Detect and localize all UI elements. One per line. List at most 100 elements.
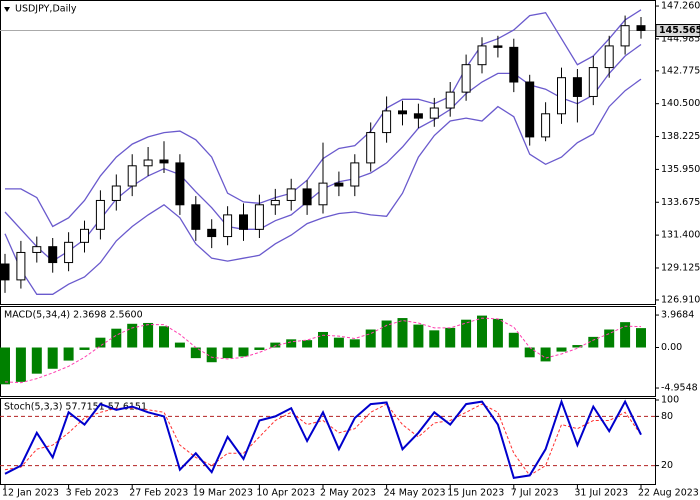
- x-tick-label: 10 Apr 2023: [256, 488, 315, 499]
- y-tick-label: 0.00: [661, 342, 682, 353]
- x-tick-label: 19 Mar 2023: [193, 488, 253, 499]
- x-tick-label: 15 Jun 2023: [447, 488, 504, 499]
- y-tick-label: 135.950: [661, 164, 700, 175]
- macd-bar: [572, 345, 583, 348]
- macd-bar: [556, 347, 567, 352]
- y-tick-label: 100: [661, 395, 679, 406]
- macd-bar: [174, 342, 185, 348]
- stoch-title: Stoch(5,3,3) 57.7151 57.6151: [4, 402, 147, 413]
- x-tick-label: 31 Jul 2023: [574, 488, 628, 499]
- candle-body: [0, 263, 10, 281]
- y-tick-label: 140.500: [661, 98, 700, 109]
- macd-bar: [620, 322, 631, 348]
- macd-title: MACD(5,34,4) 2.3698 2.5600: [4, 310, 143, 321]
- candle-body: [429, 107, 439, 119]
- macd-bar: [333, 337, 344, 348]
- candle-body: [48, 246, 58, 264]
- line: [4, 317, 642, 384]
- candle-body: [143, 159, 153, 167]
- macd-bar: [0, 347, 10, 385]
- chart-title: USDJPY,Daily: [15, 4, 77, 15]
- macd-bar: [270, 342, 281, 348]
- macd-bar: [302, 340, 313, 348]
- macd-bar: [365, 329, 376, 348]
- y-tick-label: 131.400: [661, 230, 700, 241]
- candle-body: [525, 81, 535, 138]
- candle-body: [270, 199, 280, 206]
- line: [4, 78, 642, 295]
- candle-body: [588, 67, 598, 97]
- x-tick-label: 12 Jan 2023: [2, 488, 59, 499]
- macd-bar: [318, 331, 328, 348]
- candle-body: [334, 182, 344, 187]
- candle-body: [350, 162, 360, 187]
- macd-bar: [254, 347, 265, 350]
- candle-body: [111, 185, 121, 201]
- candle-body: [80, 228, 89, 243]
- macd-bar: [477, 315, 487, 348]
- y-tick-label: 147.260: [661, 1, 700, 12]
- macd-bar: [111, 328, 122, 348]
- y-tick-label: 138.225: [661, 131, 700, 142]
- last-price-box: [655, 24, 700, 38]
- macd-bar: [429, 330, 440, 348]
- line: [4, 403, 642, 477]
- macd-bar: [286, 339, 297, 348]
- menu-arrow: [4, 7, 10, 12]
- candle-body: [636, 25, 646, 31]
- candle-body: [207, 228, 217, 238]
- candle-body: [302, 188, 312, 206]
- candle-body: [445, 91, 455, 109]
- candle-body: [541, 113, 551, 138]
- macd-bar: [540, 347, 551, 362]
- y-tick-label: 20: [661, 460, 673, 471]
- macd-bar: [413, 324, 424, 348]
- candle-body: [366, 132, 376, 164]
- x-tick-label: 27 Feb 2023: [129, 488, 188, 499]
- candle-body: [413, 113, 423, 119]
- macd-bar: [508, 332, 519, 348]
- macd-bar: [159, 326, 169, 348]
- macd-bar: [588, 336, 599, 348]
- x-tick-label: 24 May 2023: [384, 488, 446, 499]
- stoch-panel: [0, 398, 656, 485]
- macd-bar: [79, 347, 90, 350]
- candle-body: [127, 165, 137, 187]
- macd-bar: [190, 347, 201, 359]
- candle-body: [223, 214, 233, 238]
- candle-body: [95, 199, 105, 230]
- candle-body: [620, 25, 630, 47]
- macd-bar: [349, 339, 360, 348]
- candle-body: [398, 110, 407, 115]
- candle-body: [64, 241, 74, 264]
- x-tick-label: 22 Aug 2023: [638, 488, 699, 499]
- y-tick-label: 80: [661, 411, 673, 422]
- y-tick-label: 133.675: [661, 197, 700, 208]
- y-tick-label: 142.775: [661, 65, 700, 76]
- y-tick-label: 126.910: [661, 294, 700, 305]
- candle-body: [477, 45, 487, 66]
- macd-bar: [397, 318, 408, 348]
- x-tick-label: 2 May 2023: [320, 488, 376, 499]
- candle-body: [32, 246, 42, 253]
- candle-body: [239, 214, 248, 230]
- candle-body: [159, 159, 169, 164]
- candle-body: [254, 204, 264, 230]
- macd-bar: [492, 318, 503, 348]
- candle-body: [191, 204, 201, 230]
- x-tick-label: 3 Feb 2023: [66, 488, 119, 499]
- macd-bar: [461, 319, 472, 348]
- candle-body: [509, 46, 519, 83]
- macd-bar: [143, 322, 154, 348]
- macd-bar: [63, 347, 74, 361]
- candle-body: [461, 64, 471, 93]
- line: [4, 398, 642, 480]
- macd-bar: [127, 323, 138, 348]
- macd-bar: [238, 347, 249, 357]
- y-tick-label: 129.125: [661, 262, 700, 273]
- y-tick-label: -4.9548: [661, 383, 698, 394]
- macd-bar: [95, 337, 106, 348]
- candle-body: [604, 45, 614, 69]
- macd-bar: [206, 347, 217, 363]
